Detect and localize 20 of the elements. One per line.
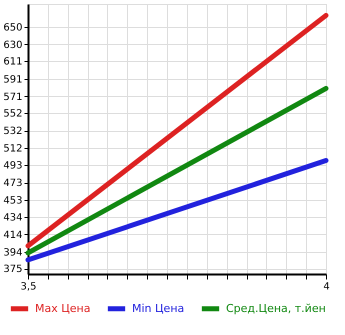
y-tick-label: 375	[3, 264, 22, 276]
y-tick-label: 434	[3, 212, 22, 224]
y-tick-label: 650	[3, 22, 22, 34]
y-tick-label: 394	[3, 248, 22, 259]
y-tick-label: 532	[3, 126, 22, 138]
y-tick-label: 453	[3, 196, 22, 207]
y-tick-label: 552	[3, 108, 22, 120]
legend-label: Сред.Цена, т.йен	[226, 302, 326, 315]
y-tick-label: 414	[3, 230, 22, 241]
y-tick-label: 512	[3, 144, 22, 155]
y-tick-label: 571	[3, 92, 22, 103]
y-tick-label: 473	[3, 178, 22, 190]
y-tick-label: 630	[3, 40, 22, 51]
y-tick-label: 591	[3, 74, 22, 86]
legend-label: Max Цена	[35, 302, 90, 315]
y-tick-label: 493	[3, 160, 22, 172]
y-tick-label: 611	[3, 56, 22, 68]
x-tick-label: 4	[323, 282, 330, 292]
legend-label: Min Цена	[132, 302, 184, 315]
x-tick-label: 3,5	[20, 282, 36, 292]
